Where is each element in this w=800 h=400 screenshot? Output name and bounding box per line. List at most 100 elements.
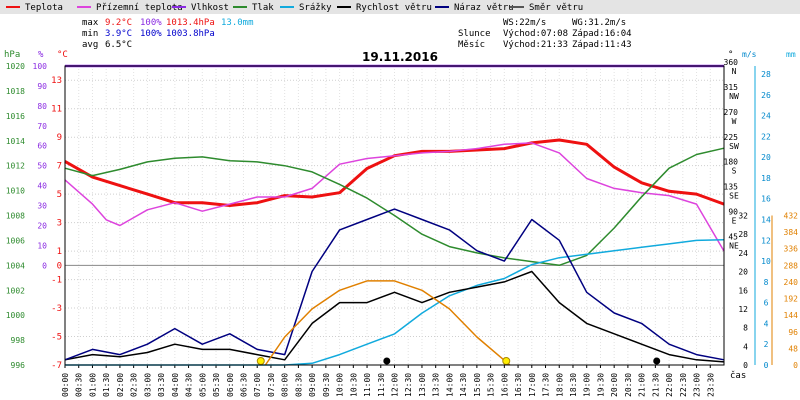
- dir-tick-name: S: [732, 167, 737, 176]
- series-rychlost-větru: [64, 270, 725, 363]
- x-tick-label: 18:30: [569, 373, 578, 397]
- x-tick-label: 09:00: [308, 373, 317, 397]
- x-tick-label: 09:30: [322, 373, 331, 397]
- x-tick-label: 01:30: [102, 373, 111, 397]
- left-axis-ticks: 131197531-1-3-5-701020101810161014101210…: [6, 62, 62, 371]
- ms-tick-label: 12: [761, 236, 771, 245]
- ms-tick-label: 14: [761, 216, 771, 225]
- rain-tick-label: 96: [788, 328, 798, 337]
- x-tick-label: 04:00: [171, 373, 180, 397]
- hpa-tick-label: 1016: [6, 112, 25, 121]
- legend-label: Teplota: [25, 3, 63, 13]
- wm-tick-label: 20: [738, 268, 748, 277]
- x-tick-label: 22:00: [665, 373, 674, 397]
- dir-tick-name: E: [732, 217, 737, 226]
- stat-max-temp: 9.2°C: [105, 18, 132, 28]
- x-tick-label: 08:30: [294, 373, 303, 397]
- dir-tick-deg: 90: [728, 208, 738, 217]
- temp-tick-label: -5: [51, 333, 62, 343]
- x-axis-ticks: 00:00 00:30 01:00 01:30 02:00 02:30 03:00 03:30…: [61, 365, 715, 397]
- hpa-tick-label: 1010: [6, 187, 25, 196]
- legend-label: Směr větru: [529, 3, 583, 13]
- x-tick-label: 06:30: [239, 373, 248, 397]
- stat-max-press: 1013.4hPa: [166, 18, 215, 28]
- legend-label: Náraz větru: [454, 3, 514, 13]
- wm-tick-label: 8: [743, 324, 748, 333]
- ms-tick-label: 22: [761, 132, 771, 141]
- series-sluneční-záření: [264, 280, 511, 366]
- x-tick-label: 17:00: [528, 373, 537, 397]
- temp-tick-label: 9: [57, 133, 62, 143]
- axis-dir-label: °: [728, 50, 733, 60]
- axis-hpa-label: hPa: [4, 50, 20, 60]
- axis-pct-label: %: [38, 50, 44, 60]
- hpa-tick-label: 1004: [6, 261, 25, 270]
- dir-tick-deg: 360: [724, 58, 739, 67]
- x-tick-label: 19:00: [583, 373, 592, 397]
- plot-area: [64, 64, 725, 366]
- temp-tick-label: 3: [57, 219, 62, 229]
- pct-tick-label: 40: [37, 182, 47, 191]
- temp-tick-label: -3: [51, 304, 62, 314]
- hpa-tick-label: 1020: [6, 62, 25, 71]
- stat-min-hum: 100%: [140, 29, 162, 39]
- dir-tick-deg: 45: [728, 232, 738, 241]
- x-tick-label: 12:30: [404, 373, 413, 397]
- x-tick-label: 05:00: [198, 373, 207, 397]
- pct-tick-label: 100: [33, 62, 48, 71]
- ms-tick-label: 8: [764, 278, 769, 287]
- hpa-tick-label: 1008: [6, 212, 25, 221]
- dir-tick-name: NW: [729, 92, 739, 101]
- rain-tick-label: 336: [784, 245, 799, 254]
- wm-tick-label: 4: [743, 342, 748, 351]
- legend-label: Tlak: [252, 3, 274, 13]
- x-tick-label: 02:30: [130, 373, 139, 397]
- stat-min-temp: 3.9°C: [105, 29, 132, 39]
- ms-tick-label: 2: [764, 340, 769, 349]
- x-tick-label: 23:30: [706, 373, 715, 397]
- ms-tick-label: 24: [761, 112, 771, 121]
- x-tick-label: 07:00: [253, 373, 262, 397]
- temp-tick-label: -1: [51, 276, 62, 286]
- stat-min-press: 1003.8hPa: [166, 29, 215, 39]
- moon-set: Západ:11:43: [572, 40, 632, 50]
- pct-tick-label: 90: [37, 82, 47, 91]
- dir-tick-name: NE: [729, 241, 739, 250]
- temp-tick-label: 13: [51, 76, 62, 86]
- rain-tick-label: 384: [784, 228, 799, 237]
- x-tick-label: 11:30: [377, 373, 386, 397]
- rain-tick-label: 0: [793, 361, 798, 370]
- x-tick-label: 02:00: [116, 373, 125, 397]
- ms-tick-label: 0: [764, 361, 769, 370]
- axis-temp-label: °C: [57, 50, 68, 60]
- hpa-tick-label: 1018: [6, 87, 25, 96]
- dir-tick-deg: 135: [724, 183, 739, 192]
- legend-label: Vlhkost: [191, 3, 229, 13]
- ms-tick-label: 4: [764, 319, 769, 328]
- x-tick-label: 00:30: [75, 373, 84, 397]
- sun-marker: [502, 357, 511, 365]
- x-tick-label: 19:30: [596, 373, 605, 397]
- x-tick-label: 14:00: [445, 373, 454, 397]
- hpa-tick-label: 1000: [6, 311, 25, 320]
- dir-tick-name: SW: [729, 142, 739, 151]
- x-tick-label: 08:00: [281, 373, 290, 397]
- sun-rise: Východ:07:08: [503, 29, 568, 39]
- x-tick-label: 06:00: [226, 373, 235, 397]
- x-tick-label: 12:00: [391, 373, 400, 397]
- x-tick-label: 22:30: [679, 373, 688, 397]
- dir-tick-name: W: [732, 117, 737, 126]
- x-tick-label: 11:00: [363, 373, 372, 397]
- ms-tick-label: 18: [761, 174, 771, 183]
- wm-tick-label: 24: [738, 249, 748, 258]
- wm-tick-label: 16: [738, 286, 748, 295]
- dir-tick-deg: 225: [724, 133, 739, 142]
- chart-title: 19.11.2016: [362, 50, 438, 64]
- rain-tick-label: 288: [784, 261, 799, 270]
- dir-tick-name: N: [732, 67, 737, 76]
- dir-tick-deg: 180: [724, 158, 739, 167]
- pct-tick-label: 50: [37, 162, 47, 171]
- dir-tick-deg: 315: [724, 83, 739, 92]
- legend-label: Rychlost větru: [356, 3, 432, 13]
- x-tick-label: 04:30: [185, 373, 194, 397]
